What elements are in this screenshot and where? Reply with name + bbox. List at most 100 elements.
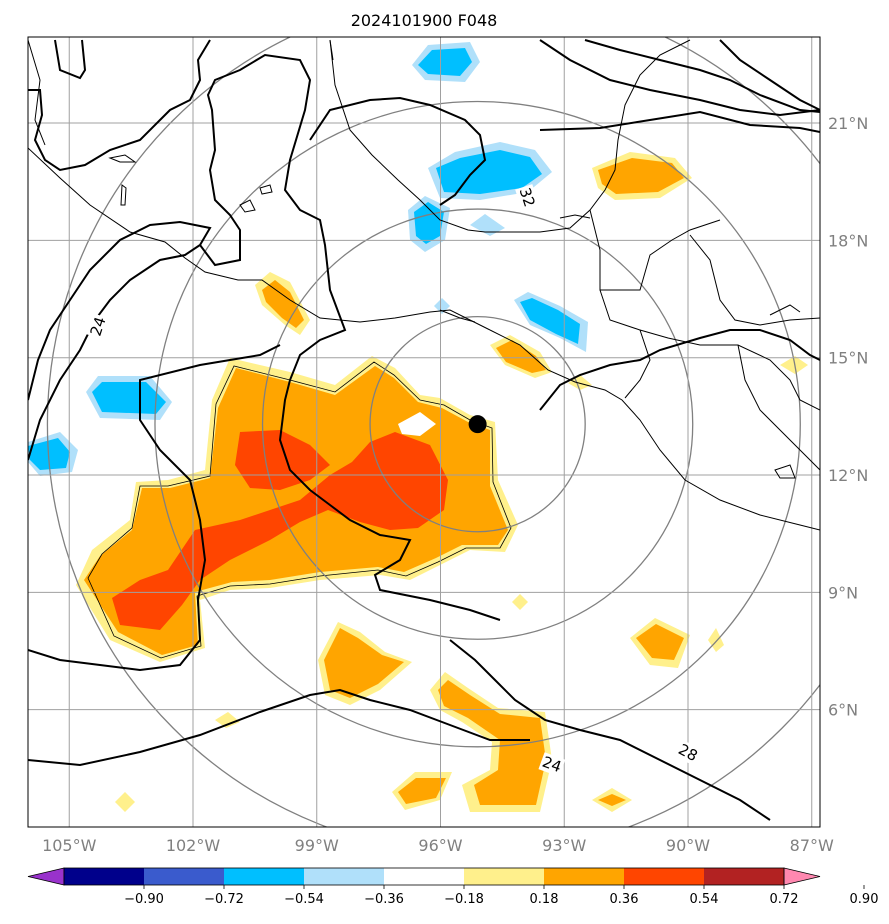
colorbar-extend-low [27, 867, 65, 886]
contour-line [539, 39, 820, 117]
latitude-tick-label: 12°N [828, 466, 868, 485]
colorbar-segment [64, 868, 145, 885]
positive-blob [598, 158, 684, 194]
colorbar-tick-label: 0.36 [610, 892, 639, 907]
latitude-tick-label: 18°N [828, 231, 868, 250]
coastline-mexico-pacific [28, 147, 491, 331]
colorbar-segment [544, 868, 625, 885]
contour-line [539, 110, 820, 133]
contour-line [539, 329, 820, 411]
contour-label-bg [538, 752, 566, 777]
positive-blob [568, 375, 592, 390]
island-1 [108, 154, 137, 163]
map-frame [27, 36, 821, 828]
colorbar-frame [63, 867, 785, 886]
colorbar-tick-label: −0.72 [204, 892, 244, 907]
positive-blob [324, 628, 404, 698]
contour-line [449, 639, 771, 821]
colorbar-tick-label: −0.18 [444, 892, 484, 907]
longitude-tick-label: 105°W [42, 836, 97, 855]
border-guatemala [599, 289, 651, 399]
range-ring [46, 37, 820, 827]
contour-line [54, 39, 87, 80]
longitude-tick-label: 99°W [295, 836, 339, 855]
range-ring [261, 208, 694, 640]
negative-blob [470, 214, 505, 236]
island-4 [120, 184, 127, 206]
colorbar-segment [304, 868, 385, 885]
positive-blob [262, 280, 304, 328]
colorbar-tick-label: 0.18 [530, 892, 559, 907]
contour-line [199, 53, 501, 621]
contour-label-bg [674, 739, 702, 766]
colorbar-tick-label: −0.90 [124, 892, 164, 907]
positive-blob [598, 794, 626, 806]
positive-blob [780, 356, 808, 374]
negative-blob [92, 382, 166, 414]
colorbar-segment [144, 868, 225, 885]
colorbar-tick-label: −0.36 [364, 892, 404, 907]
range-rings [46, 37, 820, 827]
positive-blob [512, 594, 528, 610]
colorbar-segment [624, 868, 705, 885]
positive-blob [215, 712, 240, 728]
coastline-nicaragua [737, 344, 820, 471]
coastlines [28, 39, 820, 531]
island-3 [259, 184, 273, 195]
coastline-caribbean [689, 234, 820, 326]
range-ring [154, 100, 801, 748]
contour-label-bg [515, 184, 540, 211]
contour-label: 24 [87, 315, 110, 339]
latitude-tick-label: 15°N [828, 349, 868, 368]
latitude-tick-label: 9°N [828, 583, 858, 602]
positive-blob [496, 340, 546, 373]
negative-blob [520, 298, 580, 344]
longitude-tick-label: 96°W [418, 836, 462, 855]
contour-label: 24 [540, 753, 564, 776]
colorbar-tick-label: 0.72 [770, 892, 799, 907]
contour-line [584, 39, 820, 113]
colorbar-extend-high [783, 867, 821, 886]
positive-blob [115, 792, 135, 812]
colorbar: −0.90 −0.72 −0.54 −0.36 −0.18 0.18 0.36 0.54 0.7… [27, 867, 879, 907]
longitude-tick-label: 90°W [666, 836, 710, 855]
contour-outline-main [87, 361, 512, 659]
longitude-tick-label: 87°W [790, 836, 834, 855]
island-7 [774, 464, 796, 479]
contour-lines [28, 39, 820, 821]
positive-blob [398, 778, 446, 804]
colorbar-segment [384, 868, 465, 885]
range-ring [369, 315, 586, 533]
border-internal [329, 39, 476, 323]
colorbar-tick-label: 0.90 [850, 892, 879, 907]
negative-hole [398, 412, 436, 436]
border-honduras [639, 329, 820, 411]
coastline-yucatan [589, 209, 721, 291]
longitude-tick-label: 93°W [542, 836, 586, 855]
contour-label-bg [86, 313, 111, 340]
plot-title: 2024101900 F048 [351, 11, 498, 30]
border-mexico-north [28, 39, 46, 146]
negative-blob [436, 150, 542, 194]
contour-line [28, 39, 211, 172]
negative-blob [418, 48, 472, 76]
positive-blob [636, 624, 684, 660]
latitude-tick-label: 21°N [828, 114, 868, 133]
shaded-field [28, 42, 808, 812]
contour-line [28, 688, 530, 767]
latitude-labels: 21°N 18°N 15°N 12°N 9°N 6°N [828, 114, 868, 720]
colorbar-segment [224, 868, 305, 885]
coastline-central-america-pacific [489, 329, 820, 531]
colorbar-tick-label: −0.54 [284, 892, 324, 907]
island-2 [239, 199, 256, 213]
storm-center-marker [468, 415, 487, 434]
contour-label: 32 [516, 185, 539, 209]
longitude-labels: 105°W 102°W 99°W 96°W 93°W 90°W 87°W [42, 836, 834, 855]
contour-line [309, 96, 487, 206]
colorbar-segment [704, 868, 785, 885]
island-6 [769, 304, 801, 316]
colorbar-segment [464, 868, 545, 885]
colorbar-tick-label: 0.54 [690, 892, 719, 907]
